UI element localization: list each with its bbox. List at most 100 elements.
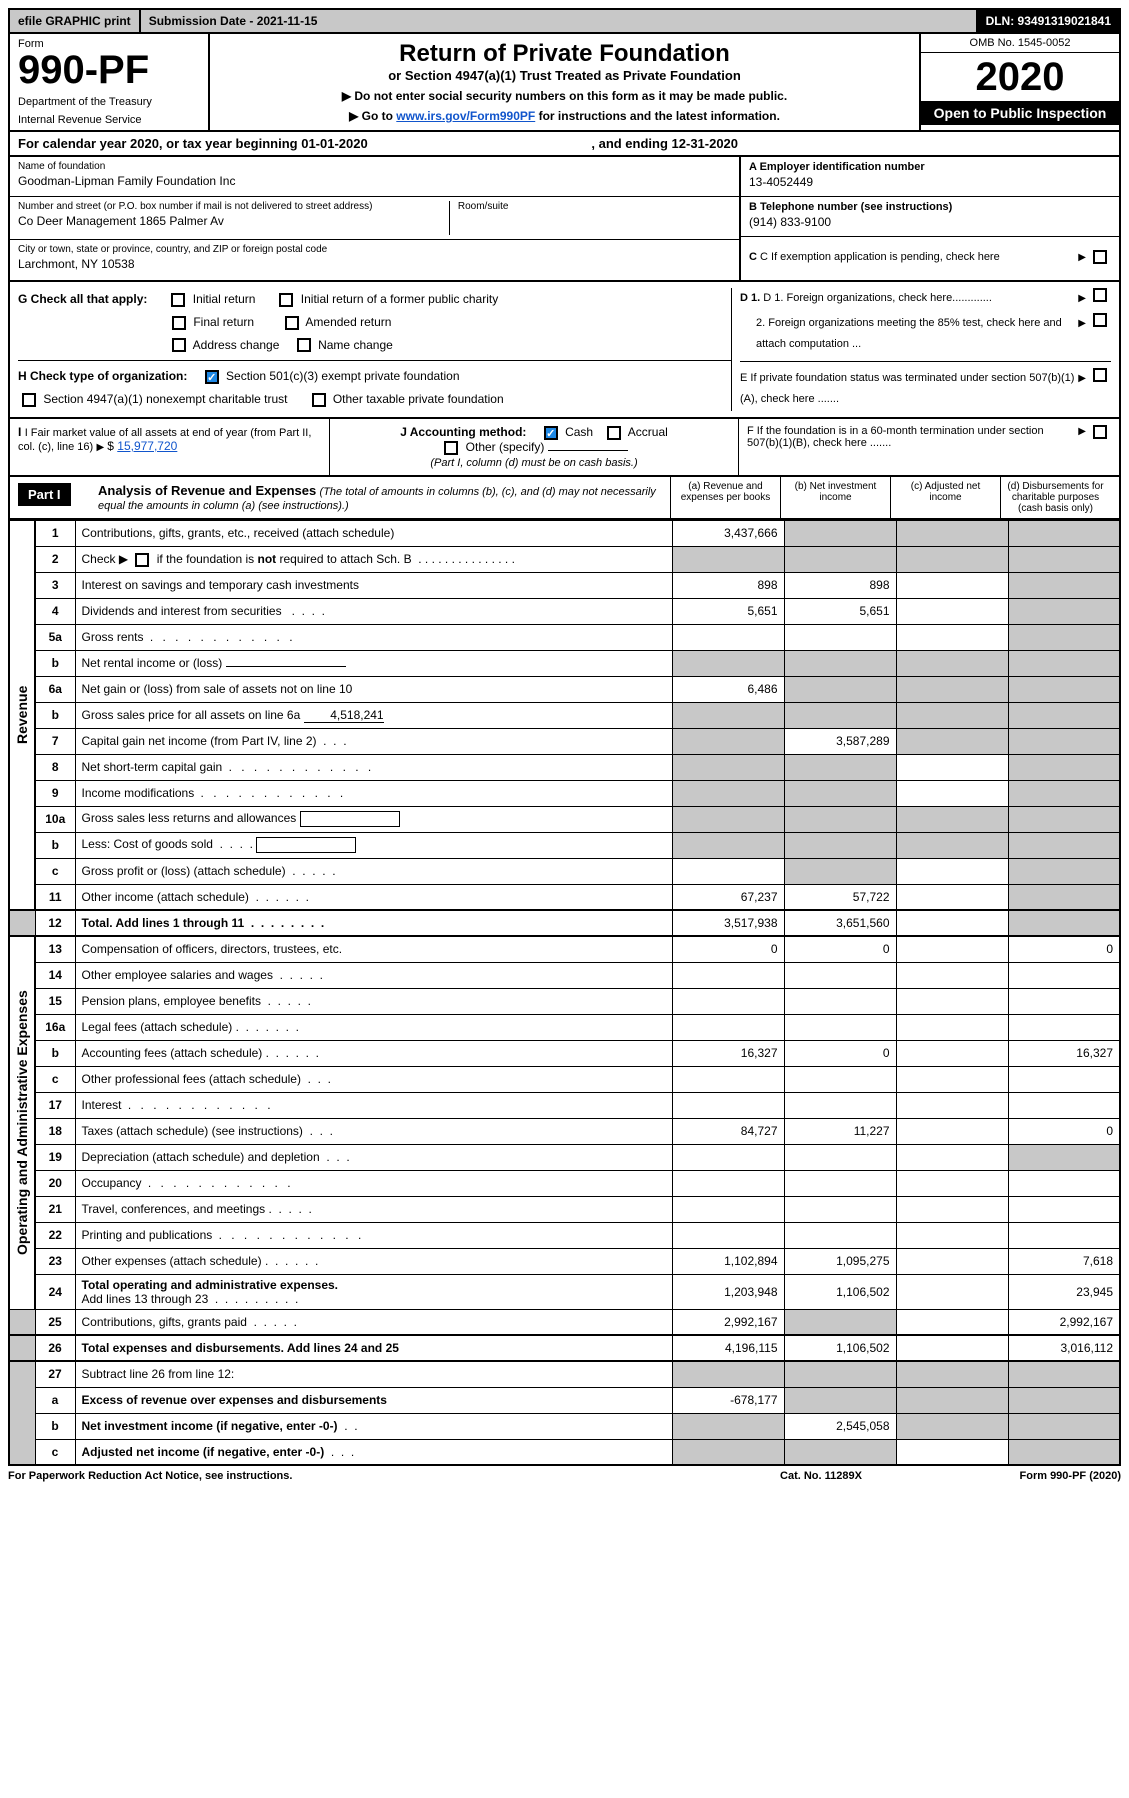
table-row: 16aLegal fees (attach schedule) . . . . … — [9, 1014, 1120, 1040]
4947-checkbox[interactable] — [22, 393, 36, 407]
table-row: 12 Total. Add lines 1 through 11 . . . .… — [9, 910, 1120, 936]
amended-return-checkbox[interactable] — [285, 316, 299, 330]
entity-info: Name of foundation Goodman-Lipman Family… — [8, 157, 1121, 282]
dept-treasury: Department of the Treasury — [18, 96, 200, 108]
table-row: 18 Taxes (attach schedule) (see instruct… — [9, 1118, 1120, 1144]
table-row: cOther professional fees (attach schedul… — [9, 1066, 1120, 1092]
table-row: 14Other employee salaries and wages . . … — [9, 962, 1120, 988]
table-row: 23 Other expenses (attach schedule) . . … — [9, 1248, 1120, 1274]
table-row: 25 Contributions, gifts, grants paid . .… — [9, 1309, 1120, 1335]
accrual-checkbox[interactable] — [607, 426, 621, 440]
table-row: 20Occupancy — [9, 1170, 1120, 1196]
header-left: Form 990-PF Department of the Treasury I… — [10, 34, 210, 130]
table-row: 2 Check ▶ if the foundation is not requi… — [9, 546, 1120, 572]
col-d-header: (d) Disbursements for charitable purpose… — [1000, 477, 1110, 518]
form-footer: Form 990-PF (2020) — [921, 1470, 1121, 1482]
telephone-row: B Telephone number (see instructions) (9… — [741, 197, 1119, 237]
terminated-checkbox[interactable] — [1093, 368, 1107, 382]
table-row: b Net rental income or (loss) — [9, 650, 1120, 676]
col-c-header: (c) Adjusted net income — [890, 477, 1000, 518]
table-row: c Adjusted net income (if negative, ente… — [9, 1439, 1120, 1465]
fmv-link[interactable]: 15,977,720 — [117, 439, 177, 453]
table-row: b Accounting fees (attach schedule) . . … — [9, 1040, 1120, 1066]
f-text: F If the foundation is in a 60-month ter… — [747, 425, 1078, 469]
note-link: ▶ Go to www.irs.gov/Form990PF for instru… — [222, 109, 907, 123]
table-row: 27 Subtract line 26 from line 12: — [9, 1361, 1120, 1387]
top-bar: efile GRAPHIC print Submission Date - 20… — [8, 8, 1121, 34]
501c3-checkbox[interactable] — [205, 370, 219, 384]
city-state-zip: Larchmont, NY 10538 — [18, 257, 731, 271]
exemption-row: C C If exemption application is pending,… — [741, 237, 1119, 277]
ein-row: A Employer identification number 13-4052… — [741, 157, 1119, 197]
note-ssn: ▶ Do not enter social security numbers o… — [222, 89, 907, 103]
dln-label: DLN: 93491319021841 — [978, 10, 1119, 32]
efile-label[interactable]: efile GRAPHIC print — [10, 10, 141, 32]
table-row: 11 Other income (attach schedule) . . . … — [9, 884, 1120, 910]
table-row: a Excess of revenue over expenses and di… — [9, 1387, 1120, 1413]
pra-notice: For Paperwork Reduction Act Notice, see … — [8, 1470, 721, 1482]
revenue-sidelabel: Revenue — [9, 520, 35, 910]
analysis-table: Revenue 1 Contributions, gifts, grants, … — [8, 520, 1121, 1467]
part1-header: Part I Analysis of Revenue and Expenses … — [8, 477, 1121, 520]
table-row: 9 Income modifications — [9, 780, 1120, 806]
section-i-j-f: I I Fair market value of all assets at e… — [8, 419, 1121, 477]
table-row: b Less: Cost of goods sold . . . . — [9, 832, 1120, 858]
table-row: 5a Gross rents — [9, 624, 1120, 650]
cash-checkbox[interactable] — [544, 426, 558, 440]
page-footer: For Paperwork Reduction Act Notice, see … — [8, 1466, 1121, 1486]
foreign-85-checkbox[interactable] — [1093, 313, 1107, 327]
col-a-header: (a) Revenue and expenses per books — [670, 477, 780, 518]
col-b-header: (b) Net investment income — [780, 477, 890, 518]
city-row: City or town, state or province, country… — [10, 240, 739, 280]
table-row: 4 Dividends and interest from securities… — [9, 598, 1120, 624]
foundation-name-row: Name of foundation Goodman-Lipman Family… — [10, 157, 739, 197]
foreign-org-checkbox[interactable] — [1093, 288, 1107, 302]
cal-end: , and ending 12-31-2020 — [591, 136, 738, 151]
e-text: E If private foundation status was termi… — [740, 368, 1078, 410]
table-row: 3 Interest on savings and temporary cash… — [9, 572, 1120, 598]
address-change-checkbox[interactable] — [172, 338, 186, 352]
calendar-year-row: For calendar year 2020, or tax year begi… — [8, 132, 1121, 157]
form-subtitle: or Section 4947(a)(1) Trust Treated as P… — [222, 68, 907, 83]
table-row: 8 Net short-term capital gain — [9, 754, 1120, 780]
table-row: 24 Total operating and administrative ex… — [9, 1274, 1120, 1309]
irs-link[interactable]: www.irs.gov/Form990PF — [396, 109, 535, 123]
foundation-name: Goodman-Lipman Family Foundation Inc — [18, 174, 731, 188]
open-public-badge: Open to Public Inspection — [921, 101, 1119, 125]
exemption-checkbox[interactable] — [1093, 250, 1107, 264]
table-row: 15Pension plans, employee benefits . . .… — [9, 988, 1120, 1014]
expenses-sidelabel: Operating and Administrative Expenses — [9, 936, 35, 1309]
room-suite-label: Room/suite — [458, 201, 509, 212]
omb-number: OMB No. 1545-0052 — [921, 34, 1119, 53]
table-row: 19Depreciation (attach schedule) and dep… — [9, 1144, 1120, 1170]
table-row: 6a Net gain or (loss) from sale of asset… — [9, 676, 1120, 702]
table-row: Operating and Administrative Expenses 13… — [9, 936, 1120, 962]
part1-badge: Part I — [18, 483, 71, 506]
header-mid: Return of Private Foundation or Section … — [210, 34, 919, 130]
table-row: 7 Capital gain net income (from Part IV,… — [9, 728, 1120, 754]
table-row: b Gross sales price for all assets on li… — [9, 702, 1120, 728]
telephone: (914) 833-9100 — [749, 215, 1111, 229]
form-number: 990-PF — [18, 50, 200, 90]
name-change-checkbox[interactable] — [297, 338, 311, 352]
form-title: Return of Private Foundation — [222, 40, 907, 68]
dept-irs: Internal Revenue Service — [18, 114, 200, 126]
60month-checkbox[interactable] — [1093, 425, 1107, 439]
table-row: 17Interest — [9, 1092, 1120, 1118]
final-return-checkbox[interactable] — [172, 316, 186, 330]
initial-public-checkbox[interactable] — [279, 293, 293, 307]
other-taxable-checkbox[interactable] — [312, 393, 326, 407]
sch-b-checkbox[interactable] — [135, 553, 149, 567]
tax-year: 2020 — [921, 53, 1119, 101]
table-row: c Gross profit or (loss) (attach schedul… — [9, 858, 1120, 884]
address: Co Deer Management 1865 Palmer Av — [18, 214, 446, 228]
other-method-checkbox[interactable] — [444, 441, 458, 455]
address-row: Number and street (or P.O. box number if… — [10, 197, 739, 240]
table-row: b Net investment income (if negative, en… — [9, 1413, 1120, 1439]
cal-begin: For calendar year 2020, or tax year begi… — [18, 136, 368, 151]
table-row: 10a Gross sales less returns and allowan… — [9, 806, 1120, 832]
initial-return-checkbox[interactable] — [171, 293, 185, 307]
table-row: 26 Total expenses and disbursements. Add… — [9, 1335, 1120, 1361]
header-right: OMB No. 1545-0052 2020 Open to Public In… — [919, 34, 1119, 130]
table-row: 22Printing and publications — [9, 1222, 1120, 1248]
